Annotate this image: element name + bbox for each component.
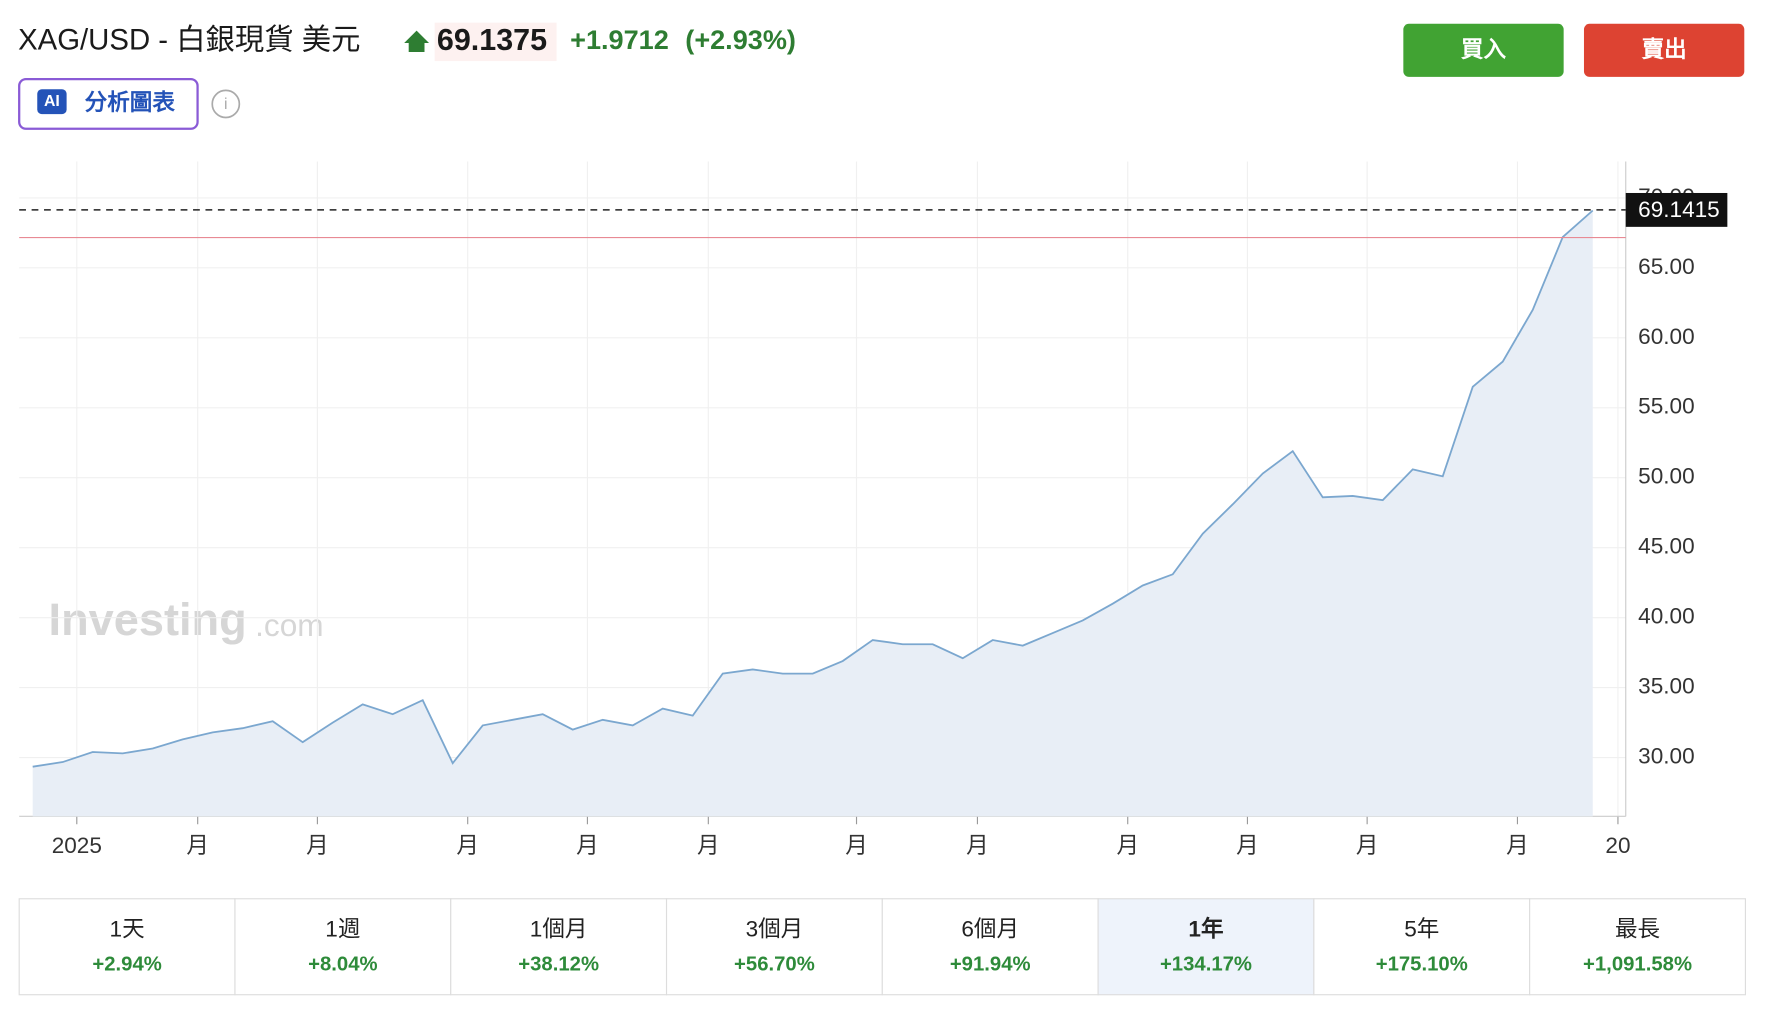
buy-button[interactable] <box>1403 23 1564 77</box>
period-cell[interactable] <box>234 898 452 996</box>
period-change: +1,091.58% <box>1583 954 1692 976</box>
x-tick-label: 月 <box>576 833 599 858</box>
up-arrow <box>404 30 430 53</box>
period-label: 1年 <box>1188 915 1223 941</box>
info-i: i <box>224 96 228 113</box>
period-change: +175.10% <box>1376 954 1468 976</box>
y-tick-label: 45.00 <box>1638 534 1694 559</box>
period-cell[interactable] <box>665 898 883 996</box>
period-change: +134.17% <box>1160 954 1252 976</box>
period-label: 最長 <box>1615 916 1660 941</box>
period-change: +8.04% <box>308 954 377 976</box>
y-tick-label: 50.00 <box>1638 464 1694 489</box>
chart: Investing .com 30.00 35.00 40.00 45.00 50.00 55… <box>19 161 1728 858</box>
sell-button[interactable] <box>1583 23 1745 77</box>
price-bg <box>434 22 557 62</box>
y-tick-label: 30.00 <box>1638 744 1694 769</box>
period-label: 1天 <box>110 916 145 941</box>
y-tick-label: 65.00 <box>1638 254 1694 279</box>
area-fill <box>32 210 1593 817</box>
ai-icon-text: AI <box>44 93 60 110</box>
watermark-brand: Investing <box>49 594 247 645</box>
period-cell[interactable] <box>1097 898 1315 996</box>
x-tick-label: 月 <box>456 833 479 858</box>
x-tick-label: 月 <box>1116 833 1139 858</box>
ai-icon <box>37 89 67 115</box>
x-tick-label: 月 <box>697 833 720 858</box>
period-label: 1週 <box>325 916 360 941</box>
period-cell[interactable] <box>18 898 236 996</box>
x-tick-label: 月 <box>306 833 329 858</box>
info-icon[interactable] <box>211 89 241 119</box>
x-tick-label: 月 <box>1236 833 1259 858</box>
period-change: +56.70% <box>734 954 815 976</box>
x-tick-label: 2025 <box>52 833 102 858</box>
period-label: 5年 <box>1404 916 1439 941</box>
last-price-label: 69.1415 <box>1638 197 1720 222</box>
y-tick-label: 60.00 <box>1638 324 1694 349</box>
y-tick-label: 55.00 <box>1638 394 1694 419</box>
period-cell[interactable] <box>1313 898 1531 996</box>
period-cell[interactable] <box>881 898 1099 996</box>
ai-label: 分析圖表 <box>85 90 176 115</box>
period-change: +91.94% <box>950 954 1031 976</box>
period-label: 1個月 <box>530 916 588 941</box>
watermark-suffix: .com <box>255 607 324 643</box>
y-tick-label: 40.00 <box>1638 604 1694 629</box>
price: 69.1375 <box>437 23 547 57</box>
change-pct: (+2.93%) <box>685 24 796 55</box>
period-cell[interactable] <box>450 898 668 996</box>
x-tick-label: 月 <box>1356 833 1379 858</box>
x-tick-label: 月 <box>845 833 868 858</box>
period-table: 1天 +2.94% 1週 +8.04% 1個月 +38.12% 3個月 +56.70% 6個月 +… <box>18 898 1746 996</box>
last-price-tag <box>1625 192 1728 227</box>
period-label: 6個月 <box>961 916 1019 941</box>
y-tick-label: 35.00 <box>1638 674 1694 699</box>
buy-label: 買入 <box>1461 37 1507 62</box>
x-tick-label: 月 <box>966 833 989 858</box>
period-cell[interactable] <box>1529 898 1746 996</box>
x-tick-label: 月 <box>1506 833 1529 858</box>
period-label: 3個月 <box>746 916 804 941</box>
x-tick-label: 月 <box>186 833 209 858</box>
change: +1.9712 <box>570 24 669 55</box>
price-line <box>32 209 1594 768</box>
period-change: +38.12% <box>518 954 599 976</box>
sell-label: 賣出 <box>1642 37 1687 62</box>
period-change: +2.94% <box>92 954 161 976</box>
symbol: XAG/USD - 白銀現貨 美元 <box>18 24 360 57</box>
x-tick-label: 20 <box>1605 833 1630 858</box>
